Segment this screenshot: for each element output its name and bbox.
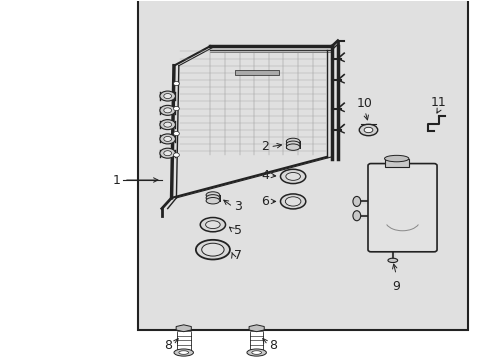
Bar xyxy=(234,70,278,75)
Ellipse shape xyxy=(200,217,225,232)
Text: 8: 8 xyxy=(164,338,172,351)
Ellipse shape xyxy=(286,138,299,145)
Ellipse shape xyxy=(280,169,305,184)
Polygon shape xyxy=(248,325,264,332)
Text: 11: 11 xyxy=(430,95,446,109)
Text: 9: 9 xyxy=(391,280,399,293)
Ellipse shape xyxy=(387,258,397,262)
Text: 3: 3 xyxy=(233,200,241,213)
Ellipse shape xyxy=(205,198,219,204)
Ellipse shape xyxy=(163,108,171,113)
Ellipse shape xyxy=(160,105,175,115)
Circle shape xyxy=(173,107,179,111)
Ellipse shape xyxy=(286,141,299,148)
Text: 1: 1 xyxy=(112,174,120,186)
Ellipse shape xyxy=(359,124,377,136)
Text: 7: 7 xyxy=(233,248,241,261)
Ellipse shape xyxy=(205,192,219,198)
Ellipse shape xyxy=(285,197,300,206)
Ellipse shape xyxy=(163,151,171,156)
Ellipse shape xyxy=(160,120,175,130)
Ellipse shape xyxy=(160,148,175,158)
Circle shape xyxy=(173,131,179,136)
Ellipse shape xyxy=(160,134,175,144)
Ellipse shape xyxy=(201,243,224,256)
Ellipse shape xyxy=(163,94,171,99)
Ellipse shape xyxy=(196,240,229,260)
Ellipse shape xyxy=(251,351,261,354)
Ellipse shape xyxy=(352,211,360,221)
Ellipse shape xyxy=(286,144,299,150)
Ellipse shape xyxy=(205,221,220,229)
Circle shape xyxy=(173,81,179,86)
Text: 2: 2 xyxy=(261,140,268,153)
Ellipse shape xyxy=(280,194,305,209)
Text: 8: 8 xyxy=(268,338,276,351)
Polygon shape xyxy=(176,325,191,332)
Ellipse shape xyxy=(160,91,175,101)
Ellipse shape xyxy=(352,197,360,206)
Text: 5: 5 xyxy=(233,224,241,237)
FancyBboxPatch shape xyxy=(367,163,436,252)
Ellipse shape xyxy=(384,156,408,162)
Ellipse shape xyxy=(163,122,171,127)
Ellipse shape xyxy=(179,351,188,354)
Ellipse shape xyxy=(163,136,171,141)
Ellipse shape xyxy=(285,172,300,180)
Ellipse shape xyxy=(174,349,193,356)
Text: 6: 6 xyxy=(261,195,268,208)
Text: 10: 10 xyxy=(356,97,372,111)
Circle shape xyxy=(173,153,179,157)
Ellipse shape xyxy=(205,195,219,201)
Ellipse shape xyxy=(246,349,266,356)
Bar xyxy=(384,158,408,167)
Ellipse shape xyxy=(364,127,372,133)
Text: 4: 4 xyxy=(261,169,268,182)
Bar xyxy=(137,0,467,330)
